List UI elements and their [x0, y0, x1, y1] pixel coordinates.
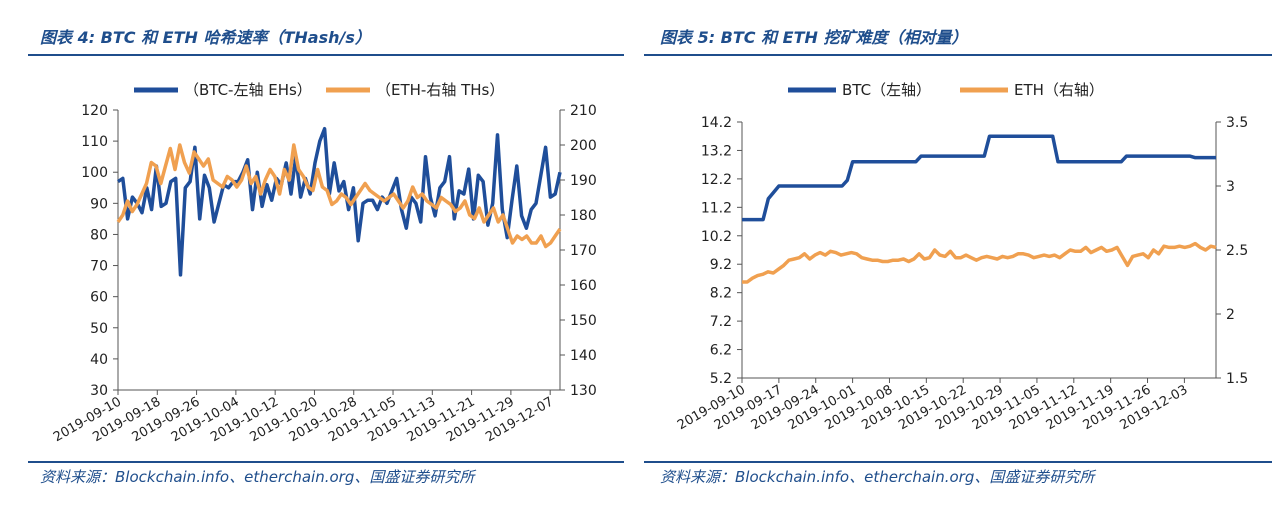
legend-label: ETH（右轴）: [1014, 81, 1104, 99]
y-right-tick-label: 3.5: [1226, 115, 1248, 131]
chart-4-source: 资料来源：Blockchain.info、etherchain.org、国盛证券…: [40, 468, 475, 486]
y-right-tick-label: 190: [570, 173, 597, 189]
y-right-tick-label: 210: [570, 103, 597, 119]
y-right-tick-label: 130: [570, 383, 597, 399]
y-left-tick-label: 90: [90, 196, 108, 212]
y-left-tick-label: 13.2: [701, 143, 732, 159]
right-panel: 图表 5: BTC 和 ETH 挖矿难度（相对量） 5.2 6.2 7.2 8.2 9.…: [644, 0, 1284, 508]
left-panel: 图表 4: BTC 和 ETH 哈希速率（THash/s） 30 40 50 60 70…: [0, 0, 640, 508]
y-left-tick-label: 60: [90, 290, 108, 306]
y-right-tick-label: 3: [1226, 179, 1235, 195]
y-left-tick-label: 70: [90, 259, 108, 275]
y-right-tick-label: 150: [570, 313, 597, 329]
y-right-tick-label: 2.5: [1226, 243, 1248, 259]
chart-4-title: 图表 4: BTC 和 ETH 哈希速率（THash/s）: [40, 28, 371, 47]
y-left-tick-label: 120: [81, 103, 108, 119]
y-right-tick-label: 2: [1226, 307, 1235, 323]
y-left-tick-label: 80: [90, 227, 108, 243]
btc-series-line: [742, 134, 1216, 222]
title-rule: [28, 54, 624, 56]
y-right-tick-label: 170: [570, 243, 597, 259]
y-left-tick-label: 11.2: [701, 200, 732, 216]
chart-5-source: 资料来源：Blockchain.info、etherchain.org、国盛证券…: [660, 468, 1095, 486]
eth-series-line: [742, 241, 1217, 284]
source-rule: [28, 461, 624, 463]
y-left-tick-label: 50: [90, 321, 108, 337]
y-right-tick-label: 200: [570, 138, 597, 154]
y-left-tick-label: 110: [81, 134, 108, 150]
y-right-tick-label: 1.5: [1226, 371, 1248, 387]
legend-label: BTC（左轴）: [842, 81, 931, 99]
chart-5-title: 图表 5: BTC 和 ETH 挖矿难度（相对量）: [660, 28, 968, 47]
btc-series-line: [117, 126, 562, 277]
source-rule: [644, 461, 1272, 463]
y-left-tick-label: 30: [90, 383, 108, 399]
title-rule: [644, 54, 1272, 56]
y-left-tick-label: 40: [90, 352, 108, 368]
y-left-tick-label: 9.2: [710, 257, 732, 273]
y-right-tick-label: 180: [570, 208, 597, 224]
y-right-tick-label: 160: [570, 278, 597, 294]
y-left-tick-label: 10.2: [701, 229, 732, 245]
y-left-tick-label: 7.2: [710, 314, 732, 330]
y-left-tick-label: 12.2: [701, 172, 732, 188]
legend-label: （ETH-右轴 THs）: [376, 81, 504, 99]
y-right-tick-label: 140: [570, 348, 597, 364]
difficulty-chart: 5.2 6.2 7.2 8.2 9.2 10.2 11.2 12.2 13.2 14.2 1.5 2 2…: [675, 81, 1248, 433]
y-left-tick-label: 6.2: [710, 343, 732, 359]
y-left-tick-label: 8.2: [710, 286, 732, 302]
hashrate-chart: 30 40 50 60 70 80 90 100 110 120 130 140 150 160 170 18…: [51, 81, 597, 445]
y-left-tick-label: 14.2: [701, 115, 732, 131]
eth-series-line: [116, 143, 562, 249]
legend-label: （BTC-左轴 EHs）: [184, 81, 312, 99]
y-left-tick-label: 100: [81, 165, 108, 181]
y-left-tick-label: 5.2: [710, 371, 732, 387]
